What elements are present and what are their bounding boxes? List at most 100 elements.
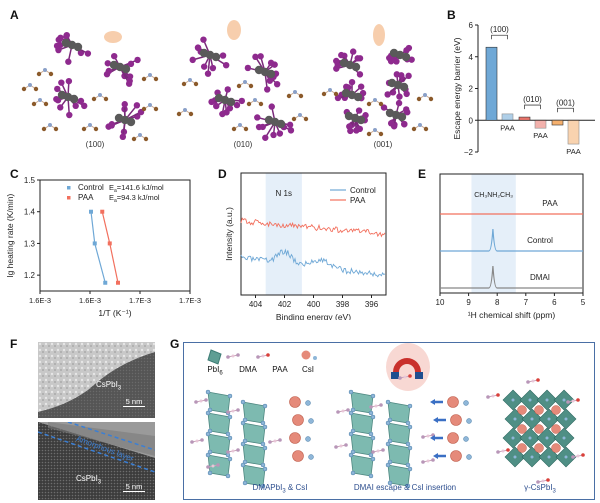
i-ion bbox=[466, 454, 472, 460]
legend-label-paa: PAA bbox=[78, 193, 94, 202]
iodine-atom bbox=[225, 473, 231, 479]
data-point-control bbox=[89, 209, 93, 214]
x-tick-label: 1.6E-3 bbox=[79, 296, 101, 305]
iodine-atom bbox=[260, 420, 266, 426]
i-ion bbox=[308, 454, 314, 460]
x-tick-label: 400 bbox=[307, 300, 321, 309]
i-ion bbox=[305, 400, 311, 406]
molecule-atom bbox=[371, 450, 375, 454]
iodine-atom bbox=[405, 462, 411, 468]
x-tick-label: 404 bbox=[249, 300, 263, 309]
pb-center bbox=[545, 398, 549, 402]
iodine-atom bbox=[385, 462, 391, 468]
molecule-atom bbox=[216, 463, 220, 467]
group-bracket bbox=[557, 107, 574, 113]
y-tick-label: 1.2 bbox=[24, 271, 36, 280]
tem-image-top: CsPbI3 5 nm bbox=[38, 342, 155, 418]
molecule-atom bbox=[541, 479, 545, 483]
series-label-control: Control bbox=[527, 236, 553, 245]
pbi6-octahedron bbox=[103, 52, 141, 87]
dma-molecule bbox=[291, 113, 309, 122]
pb-center bbox=[547, 417, 551, 421]
legend-marker-control bbox=[67, 186, 71, 190]
x-tick-label: 10 bbox=[436, 298, 445, 307]
pbi6-octahedron bbox=[334, 78, 367, 102]
iodine-atom bbox=[368, 452, 374, 458]
molecule-atom bbox=[381, 448, 385, 452]
legend-pbi6: PbI6 bbox=[207, 365, 223, 377]
molecule-atom bbox=[486, 395, 490, 399]
x-tick-label: 9 bbox=[466, 298, 471, 307]
y-axis-label: Escape energy barrier (eV) bbox=[452, 37, 462, 139]
molecule-atom bbox=[226, 450, 230, 454]
iodine-atom bbox=[240, 441, 246, 447]
legend-dma: DMA bbox=[239, 365, 257, 374]
iodine-atom bbox=[405, 483, 411, 489]
iodine-atom bbox=[387, 480, 393, 486]
x-tick-label: 6 bbox=[552, 298, 557, 307]
cs-ion bbox=[292, 450, 304, 462]
paa-label: PAA bbox=[533, 131, 547, 140]
cs-ion bbox=[447, 432, 459, 444]
molecule-atom bbox=[344, 443, 348, 447]
molecule-atom bbox=[403, 375, 407, 379]
y-tick-label: 0 bbox=[469, 116, 474, 125]
iodine-atom bbox=[348, 389, 354, 395]
i-ion bbox=[308, 418, 314, 424]
iodine-atom bbox=[207, 470, 213, 476]
molecule-atom bbox=[546, 478, 550, 482]
pb-center bbox=[547, 455, 551, 459]
molecule-atom bbox=[491, 394, 495, 398]
cs-ion bbox=[292, 414, 304, 426]
pb-center bbox=[513, 417, 517, 421]
y-tick-label: 1.5 bbox=[24, 176, 36, 185]
molecule-atom bbox=[261, 354, 265, 358]
spectrum-control bbox=[440, 228, 583, 252]
pbi6-octahedron bbox=[386, 44, 415, 65]
magnet-pole bbox=[391, 372, 399, 379]
pbi6-octahedron bbox=[53, 77, 88, 119]
bar-paa bbox=[501, 113, 514, 121]
pbi6-octahedron bbox=[333, 48, 364, 78]
x-axis-label: ¹H chemical shift (ppm) bbox=[468, 310, 556, 320]
legend-marker-paa bbox=[67, 196, 71, 200]
molecule-atom bbox=[268, 440, 272, 444]
x-tick-label: 1.6E-3 bbox=[29, 296, 51, 305]
insertion-arrow-head bbox=[430, 435, 435, 441]
molecule-atom bbox=[571, 455, 575, 459]
iodine-atom bbox=[205, 389, 211, 395]
i-ion bbox=[305, 436, 311, 442]
dma-molecule bbox=[321, 88, 339, 97]
molecule-atom bbox=[526, 380, 530, 384]
iodine-atom bbox=[385, 420, 391, 426]
x-tick-label: 398 bbox=[336, 300, 350, 309]
iodine-atom bbox=[262, 403, 268, 409]
y-axis-label: lg heating rate (K/min) bbox=[5, 194, 15, 278]
x-tick-label: 1.7E-3 bbox=[179, 296, 201, 305]
bar-control bbox=[485, 46, 498, 121]
legend-label-paa: PAA bbox=[350, 196, 366, 205]
panel-label-e: E bbox=[418, 167, 427, 181]
pb-center bbox=[511, 436, 515, 440]
molecule-atom bbox=[278, 438, 282, 442]
cs-ion bbox=[450, 450, 462, 462]
panel-label-c: C bbox=[10, 167, 19, 181]
molecule-atom bbox=[501, 449, 505, 453]
scale-bar-bottom: 5 nm bbox=[123, 482, 145, 492]
stage-caption-3: γ-CsPbI3 bbox=[524, 483, 556, 495]
molecule-atom bbox=[199, 399, 203, 403]
y-tick-label: 1.4 bbox=[24, 208, 36, 217]
molecule-atom bbox=[566, 400, 570, 404]
cs-ion bbox=[517, 405, 527, 415]
group-bracket bbox=[491, 34, 508, 40]
iodine-atom bbox=[227, 393, 233, 399]
dma-molecule bbox=[141, 73, 159, 82]
legend-label-control: Control bbox=[350, 186, 376, 195]
cs-ion bbox=[447, 396, 459, 408]
tem-material-label-top: CsPbI3 bbox=[96, 380, 122, 392]
molecule-atom bbox=[536, 378, 540, 382]
cs-ion bbox=[289, 432, 301, 444]
y-tick-label: −2 bbox=[464, 148, 474, 157]
iodine-atom bbox=[407, 424, 413, 430]
pb-center bbox=[530, 455, 534, 459]
